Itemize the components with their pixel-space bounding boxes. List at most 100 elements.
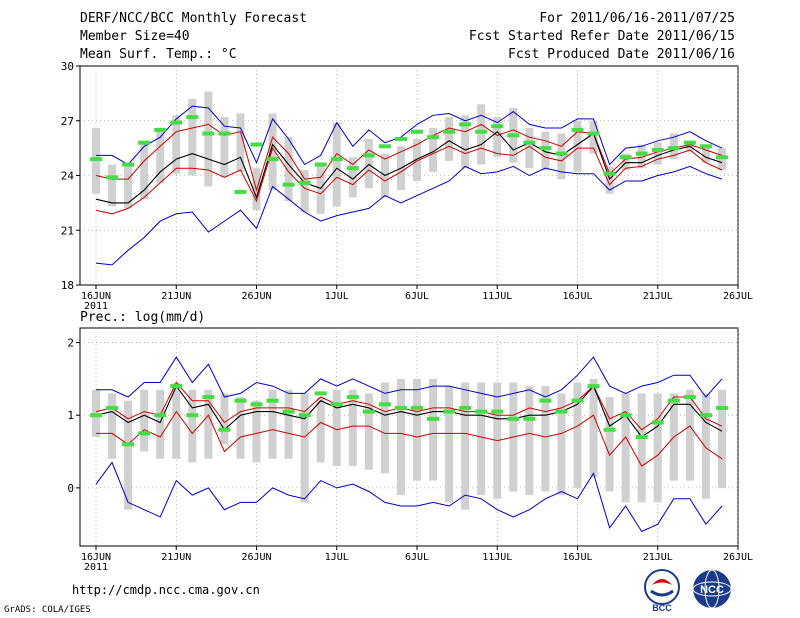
prec-mode-marker — [314, 391, 327, 396]
temp-box-range — [156, 128, 165, 183]
prec-box-range — [300, 393, 309, 503]
temp-y-tick-label: 30 — [61, 60, 74, 73]
prec-box-range — [573, 382, 582, 488]
prec-mode-marker — [218, 427, 231, 432]
temp-mode-marker — [651, 147, 664, 152]
temp-mode-marker — [218, 131, 231, 136]
temp-mode-marker — [443, 129, 456, 134]
prec-box-range — [236, 397, 245, 459]
prec-mode-marker — [539, 398, 552, 403]
temp-box-range — [284, 137, 293, 202]
prec-box-range — [445, 386, 454, 503]
prec-y-tick-label: 0 — [67, 482, 74, 495]
prec-box-range — [252, 400, 261, 463]
prec-mode-marker — [411, 405, 423, 410]
prec-mode-marker — [443, 409, 456, 414]
temp-box-range — [204, 91, 213, 187]
temp-mode-marker — [571, 127, 584, 132]
temperature-variable-label: Mean Surf. Temp.: °C — [80, 47, 237, 62]
temp-series-max — [96, 105, 723, 166]
temp-box-range — [653, 142, 662, 165]
prec-series-max — [96, 356, 723, 398]
precipitation-panel: 0 1 2 16JUN 21JUN 26JUN 1JUL 6JUL 11JUL 16JUL 21JU… — [67, 327, 753, 573]
prec-x-year-label: 2011 — [84, 562, 108, 573]
temp-mode-marker — [186, 115, 199, 120]
prec-mode-marker — [507, 416, 520, 421]
temp-mode-marker — [603, 171, 616, 176]
prec-x-tick-label: 16JUN — [81, 552, 111, 563]
temp-box-range — [188, 98, 197, 176]
prec-mode-marker — [378, 402, 391, 407]
prec-mode-marker — [362, 409, 375, 414]
prec-mode-marker — [635, 435, 648, 439]
temp-box-range — [140, 142, 149, 200]
prec-y-tick-label: 1 — [67, 409, 74, 422]
prec-mode-marker — [106, 405, 119, 410]
temp-box-range — [621, 153, 630, 171]
temp-series-min — [95, 165, 723, 266]
temp-mode-marker — [250, 142, 263, 147]
prec-series-hi — [95, 381, 723, 431]
temp-box-range — [573, 120, 582, 172]
prec-series-min — [95, 461, 723, 533]
prec-box-range — [525, 386, 534, 496]
temp-mode-marker — [202, 131, 215, 136]
temp-x-tick-label: 16JUN — [81, 291, 111, 302]
temp-box-range — [364, 139, 373, 189]
temp-y-tick-label: 21 — [61, 224, 74, 237]
temp-series-mean — [95, 130, 723, 204]
prec-mode-marker — [651, 420, 664, 425]
prec-box-range — [701, 393, 710, 499]
temp-box-range — [589, 120, 598, 154]
prec-box-range — [188, 389, 197, 463]
temp-y-tick-label: 18 — [61, 279, 74, 292]
temp-x-tick-label: 6JUL — [405, 291, 429, 302]
prec-mode-marker — [459, 405, 472, 410]
source-url[interactable]: http://cmdp.ncc.cma.gov.cn — [72, 583, 260, 597]
prec-mode-marker — [298, 413, 311, 418]
prec-box-range — [461, 382, 470, 510]
grads-credit: GrADS: COLA/IGES — [4, 605, 91, 615]
refer-date-label: Fcst Started Refer Date 2011/06/15 — [468, 29, 735, 44]
prec-box-range — [140, 389, 149, 452]
prec-mode-marker — [330, 402, 343, 407]
temp-mode-marker — [539, 146, 552, 151]
prec-mode-marker — [667, 398, 680, 403]
temp-mode-marker — [346, 166, 359, 171]
bcc-logo-icon: BCC — [644, 569, 680, 613]
prec-box-range — [637, 393, 646, 503]
prec-mode-marker — [491, 409, 504, 414]
prec-box-range — [621, 393, 630, 503]
prec-box-range — [172, 382, 181, 459]
temp-y-tick-label: 24 — [61, 170, 75, 183]
prec-box-range — [557, 393, 566, 496]
temp-mode-marker — [507, 133, 520, 138]
prec-box-range — [429, 378, 438, 481]
prec-mode-marker — [154, 413, 167, 418]
prec-mode-marker — [170, 384, 183, 389]
temp-x-tick-label: 11JUL — [482, 291, 512, 302]
prec-mode-marker — [555, 409, 568, 414]
prec-box-range — [541, 386, 550, 492]
temp-mode-marker — [427, 135, 440, 140]
temp-box-range — [108, 164, 117, 207]
prec-box-range — [477, 382, 486, 496]
prec-mode-marker — [282, 409, 295, 414]
prec-mode-marker — [715, 405, 728, 410]
precipitation-variable-label: Prec.: log(mm/d) — [80, 310, 206, 325]
temp-box-range — [316, 164, 325, 214]
temp-x-tick-label: 26JUL — [723, 291, 753, 302]
bcc-logo-text: BCC — [652, 603, 672, 613]
temp-mode-marker — [90, 157, 102, 162]
prec-box-range — [364, 393, 373, 470]
prec-mode-marker — [122, 442, 135, 447]
prec-mode-marker — [619, 413, 632, 418]
temp-box-range — [332, 122, 341, 207]
temp-x-tick-label: 26JUN — [241, 291, 271, 302]
temp-mode-marker — [122, 162, 135, 167]
temp-box-range — [413, 139, 421, 181]
prec-mode-marker — [699, 413, 712, 418]
temp-x-tick-label: 21JUN — [161, 291, 191, 302]
temperature-panel: 18 21 24 27 30 16JUN 21JUN 26JUN 1JUL 6JUL 11JUL 16… — [61, 60, 753, 312]
prec-box-range — [204, 389, 213, 459]
